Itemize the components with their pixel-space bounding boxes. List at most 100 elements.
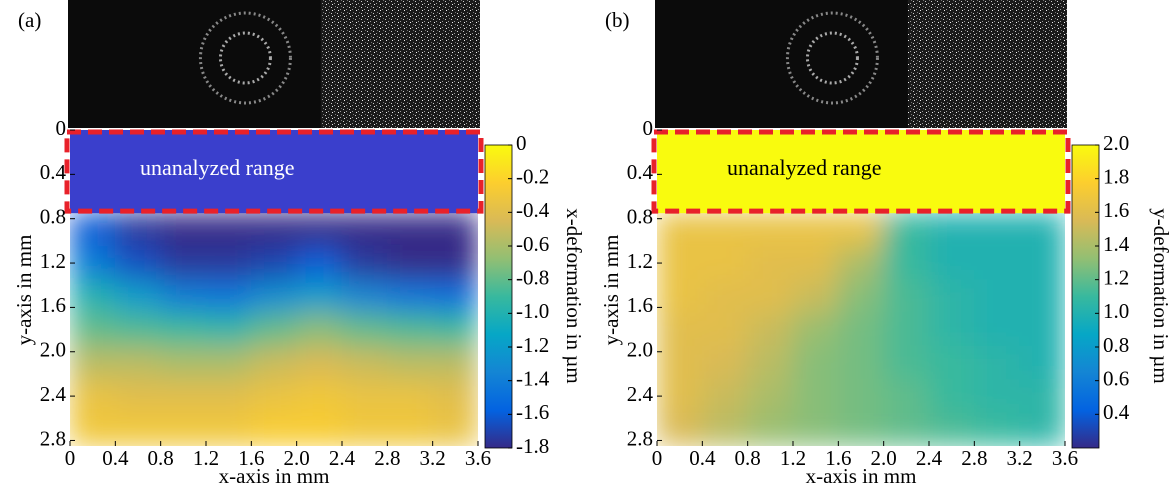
heat-cell [1019, 246, 1065, 280]
heat-cell [251, 246, 297, 280]
colorbar-tick-label: -1.2 [516, 333, 549, 357]
heat-cell [747, 279, 793, 313]
heat-cell [115, 379, 161, 413]
heat-cell [206, 213, 252, 247]
heat-cell [838, 346, 884, 380]
y-tick-label: 0.4 [40, 160, 67, 184]
x-tick-label: 1.2 [780, 446, 806, 470]
heat-cell [342, 412, 388, 446]
heat-cell [1019, 412, 1065, 446]
x-tick-label: 0.4 [689, 446, 716, 470]
heat-cell [657, 246, 703, 280]
heat-cell [747, 246, 793, 280]
heat-cell [70, 412, 116, 446]
x-axis-label: x-axis in mm [806, 464, 917, 488]
y-tick-label: 2.4 [40, 382, 67, 406]
heat-cell [432, 412, 478, 446]
heat-cell [342, 379, 388, 413]
y-tick-label: 2.4 [627, 382, 654, 406]
heat-cell [387, 312, 433, 346]
y-tick-label: 0 [643, 116, 654, 140]
heat-cell [838, 379, 884, 413]
heat-cell [206, 412, 252, 446]
heat-cell [296, 312, 342, 346]
colorbar-tick-label: -1.4 [516, 366, 550, 390]
colorbar-tick-label: 1.6 [1103, 198, 1129, 222]
field-cells [70, 213, 479, 447]
heat-cell [160, 246, 206, 280]
heat-cell [838, 279, 884, 313]
figure: unanalyzed range 0 0.4 0.8 1.2 1.6 2.0 2.4 2.8 3.… [0, 0, 1171, 490]
heat-cell [251, 379, 297, 413]
heat-cell [296, 412, 342, 446]
heat-cell [974, 379, 1020, 413]
heat-cell [657, 279, 703, 313]
heat-cell [838, 312, 884, 346]
y-tick-label: 0 [56, 116, 67, 140]
heat-cell [160, 279, 206, 313]
colorbar-tick-label: 1.0 [1103, 299, 1129, 323]
heat-cell [883, 312, 929, 346]
heat-cell [70, 379, 116, 413]
heat-cell [387, 379, 433, 413]
heat-cell [206, 246, 252, 280]
y-tick-label: 2.8 [627, 426, 653, 450]
heat-cell [929, 246, 975, 280]
heat-cell [432, 246, 478, 280]
colorbar [485, 145, 512, 448]
heat-cell [432, 379, 478, 413]
heat-cell [883, 213, 929, 247]
colorbar-tick-label: 0.6 [1103, 366, 1129, 390]
heat-cell [793, 412, 839, 446]
colorbar-tick-label: 0.8 [1103, 333, 1129, 357]
heat-cell [838, 412, 884, 446]
heat-cell [296, 279, 342, 313]
x-tick-label: 0 [65, 446, 76, 470]
colorbar-tick-label: 1.2 [1103, 265, 1129, 289]
heat-cell [342, 279, 388, 313]
heat-cell [838, 213, 884, 247]
heat-cell [70, 279, 116, 313]
colorbar-tick-label: 2.0 [1103, 131, 1129, 155]
heat-cell [1019, 279, 1065, 313]
colorbar-tick-label: -1.8 [516, 434, 549, 458]
heat-cell [206, 379, 252, 413]
x-tick-label: 3.6 [465, 446, 491, 470]
heat-cell [929, 412, 975, 446]
heat-cell [838, 246, 884, 280]
heat-cell [974, 346, 1020, 380]
colorbar-tick-label: 0.4 [1103, 400, 1130, 424]
heat-cell [342, 312, 388, 346]
heat-cell [1019, 346, 1065, 380]
colorbar-tick-label: 0 [516, 131, 527, 155]
heat-cell [657, 379, 703, 413]
heat-cell [206, 312, 252, 346]
heat-cell [1019, 379, 1065, 413]
heat-cell [251, 279, 297, 313]
y-axis-label: y-axis in mm [12, 235, 36, 346]
annotation: unanalyzed range [140, 155, 295, 180]
field-cells [657, 213, 1066, 447]
heat-cell [793, 346, 839, 380]
y-tick-label: 1.2 [627, 249, 653, 273]
heat-cell [160, 213, 206, 247]
x-axis-label: x-axis in mm [219, 464, 330, 488]
y-tick-label: 1.6 [40, 293, 66, 317]
heat-cell [974, 213, 1020, 247]
panel-label: (b) [605, 8, 630, 32]
y-tick-label: 2.0 [627, 338, 653, 362]
x-tick-label: 2.4 [916, 446, 943, 470]
heat-cell [160, 312, 206, 346]
heat-cell [702, 346, 748, 380]
panel-label: (a) [18, 8, 41, 32]
heat-cell [432, 279, 478, 313]
x-tick-label: 2.8 [961, 446, 987, 470]
y-tick-label: 2.8 [40, 426, 66, 450]
heat-cell [160, 412, 206, 446]
heat-cell [342, 346, 388, 380]
x-tick-label: 2.8 [374, 446, 400, 470]
heat-cell [432, 346, 478, 380]
heat-cell [115, 213, 161, 247]
heat-cell [929, 279, 975, 313]
